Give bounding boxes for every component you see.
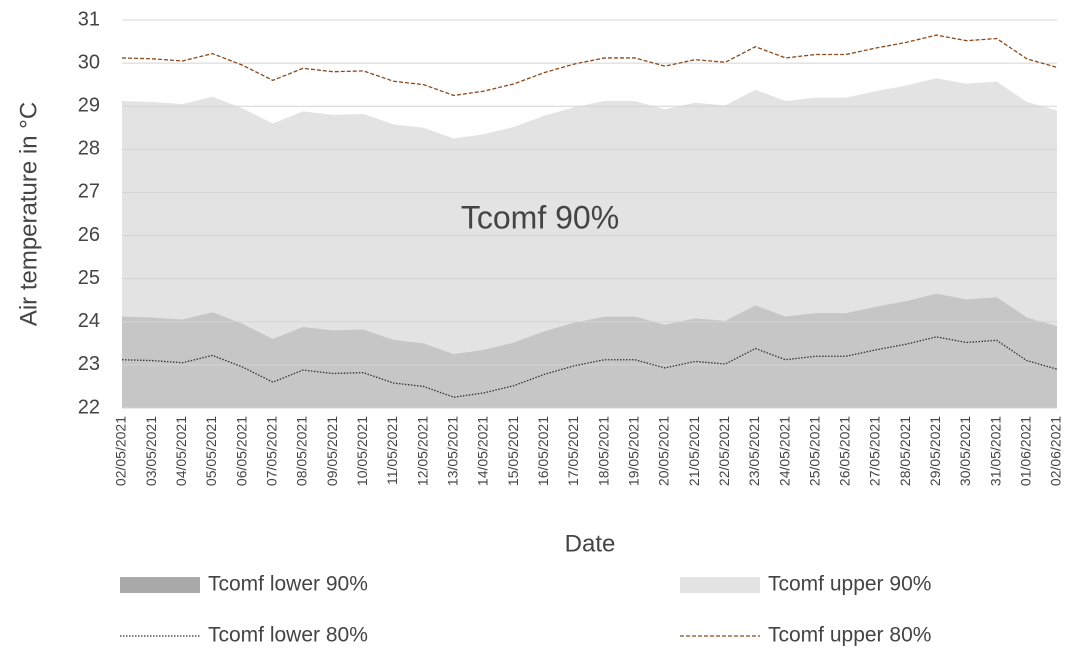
x-tick-label: 13/05/2021: [444, 416, 460, 486]
x-tick-label: 02/05/2021: [113, 416, 129, 486]
x-tick-label: 30/05/2021: [957, 416, 973, 486]
line: [121, 336, 1058, 398]
x-tick-label: 25/05/2021: [806, 416, 822, 486]
x-tick-label: 27/05/2021: [867, 416, 883, 486]
y-tick-label: 29: [78, 95, 100, 117]
x-tick-label: 19/05/2021: [625, 416, 641, 486]
x-tick-label: 17/05/2021: [565, 416, 581, 486]
y-tick-label: 31: [78, 8, 100, 30]
x-tick-label: 18/05/2021: [595, 416, 611, 486]
x-tick-label: 23/05/2021: [746, 416, 762, 486]
x-tick-label: 08/05/2021: [294, 416, 310, 486]
x-tick-label: 14/05/2021: [475, 416, 491, 486]
x-tick-label: 29/05/2021: [927, 416, 943, 486]
annotation: Tcomf 90%: [461, 199, 619, 235]
legend-label: Tcomf lower 90%: [208, 573, 368, 596]
y-axis-title: Air temperature in °C: [15, 102, 42, 326]
y-tick-label: 24: [78, 310, 100, 332]
legend-swatch: [120, 577, 200, 593]
y-tick-label: 25: [78, 267, 100, 289]
x-tick-label: 31/05/2021: [987, 416, 1003, 486]
area: [122, 293, 1057, 408]
x-tick-label: 07/05/2021: [264, 416, 280, 486]
x-tick-label: 06/05/2021: [233, 416, 249, 486]
x-tick-label: 02/06/2021: [1048, 416, 1064, 486]
x-tick-label: 09/05/2021: [324, 416, 340, 486]
legend-label: Tcomf upper 90%: [768, 573, 931, 596]
y-tick-label: 26: [78, 224, 100, 246]
x-tick-label: 26/05/2021: [837, 416, 853, 486]
x-tick-label: 22/05/2021: [716, 416, 732, 486]
line: [121, 34, 1058, 97]
x-tick-label: 11/05/2021: [384, 416, 400, 485]
x-tick-label: 16/05/2021: [535, 416, 551, 486]
x-tick-label: 04/05/2021: [173, 416, 189, 486]
x-tick-label: 12/05/2021: [414, 416, 430, 486]
x-tick-label: 15/05/2021: [505, 416, 521, 486]
legend-swatch: [680, 577, 760, 593]
x-tick-label: 03/05/2021: [143, 416, 159, 486]
y-tick-label: 23: [78, 353, 100, 375]
y-tick-label: 22: [78, 396, 100, 418]
y-tick-label: 28: [78, 138, 100, 160]
y-tick-label: 27: [78, 181, 100, 203]
legend-label: Tcomf upper 80%: [768, 624, 931, 647]
legend-label: Tcomf lower 80%: [208, 624, 368, 647]
x-tick-label: 01/06/2021: [1018, 416, 1034, 486]
x-tick-label: 21/05/2021: [686, 416, 702, 486]
y-tick-label: 30: [78, 51, 100, 73]
x-tick-label: 05/05/2021: [203, 416, 219, 486]
x-tick-label: 20/05/2021: [656, 416, 672, 486]
x-tick-label: 28/05/2021: [897, 416, 913, 486]
x-axis-title: Date: [565, 530, 616, 557]
x-tick-label: 24/05/2021: [776, 416, 792, 486]
x-tick-label: 10/05/2021: [354, 416, 370, 486]
